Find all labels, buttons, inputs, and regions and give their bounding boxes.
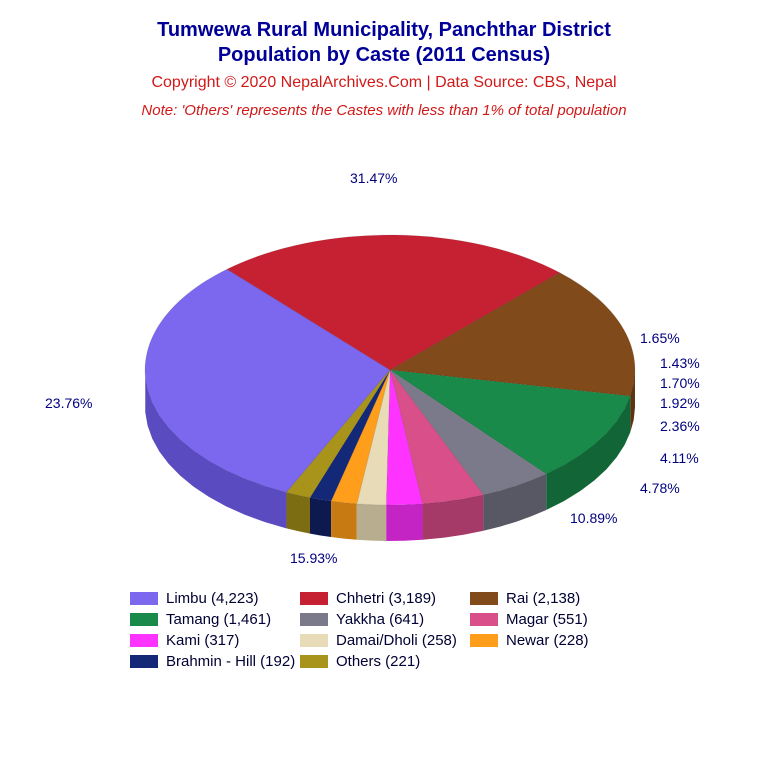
pct-label-limbu: 31.47% — [350, 170, 397, 186]
pct-label-chhetri: 23.76% — [45, 395, 92, 411]
pct-label-others: 1.65% — [640, 330, 680, 346]
legend-item-newar: Newar (228) — [470, 632, 640, 649]
pct-label-newar: 1.70% — [660, 375, 700, 391]
legend-label: Rai (2,138) — [506, 590, 580, 607]
pct-label-rai: 15.93% — [290, 550, 337, 566]
legend-item-damai-dholi: Damai/Dholi (258) — [300, 632, 470, 649]
legend-label: Magar (551) — [506, 611, 588, 628]
legend-swatch — [470, 592, 498, 605]
title-line-1: Tumwewa Rural Municipality, Panchthar Di… — [0, 18, 768, 43]
legend-swatch — [300, 613, 328, 626]
legend-swatch — [130, 634, 158, 647]
legend-swatch — [130, 592, 158, 605]
legend-item-tamang: Tamang (1,461) — [130, 611, 300, 628]
legend-item-yakkha: Yakkha (641) — [300, 611, 470, 628]
copyright-text: Copyright © 2020 NepalArchives.Com | Dat… — [0, 74, 768, 92]
legend-label: Brahmin - Hill (192) — [166, 653, 295, 670]
legend-swatch — [300, 634, 328, 647]
pct-label-yakkha: 4.78% — [640, 480, 680, 496]
pie-side-others — [286, 492, 310, 533]
legend-label: Chhetri (3,189) — [336, 590, 436, 607]
pct-label-tamang: 10.89% — [570, 510, 617, 526]
legend-label: Kami (317) — [166, 632, 239, 649]
pct-label-brahmin-hill: 1.43% — [660, 355, 700, 371]
legend-swatch — [470, 634, 498, 647]
note-text: Note: 'Others' represents the Castes wit… — [0, 102, 768, 119]
legend-label: Tamang (1,461) — [166, 611, 271, 628]
legend-item-magar: Magar (551) — [470, 611, 640, 628]
legend-swatch — [470, 613, 498, 626]
legend-item-others: Others (221) — [300, 653, 470, 670]
legend-swatch — [300, 592, 328, 605]
legend-label: Damai/Dholi (258) — [336, 632, 457, 649]
legend-swatch — [300, 655, 328, 668]
legend-item-rai: Rai (2,138) — [470, 590, 640, 607]
pct-label-kami: 2.36% — [660, 418, 700, 434]
title-block: Tumwewa Rural Municipality, Panchthar Di… — [0, 0, 768, 119]
legend-item-brahmin-hill: Brahmin - Hill (192) — [130, 653, 300, 670]
legend-label: Limbu (4,223) — [166, 590, 259, 607]
legend-item-chhetri: Chhetri (3,189) — [300, 590, 470, 607]
legend-label: Newar (228) — [506, 632, 589, 649]
pie-side-damai-dholi — [357, 504, 386, 541]
pie-side-kami — [386, 504, 422, 541]
legend-item-kami: Kami (317) — [130, 632, 300, 649]
pie-chart: 31.47%23.76%15.93%10.89%4.78%4.11%2.36%1… — [50, 180, 718, 560]
legend-swatch — [130, 655, 158, 668]
pie-side-brahmin-hill — [310, 498, 331, 537]
pct-label-magar: 4.11% — [660, 450, 699, 466]
legend: Limbu (4,223) Chhetri (3,189) Rai (2,138) T… — [130, 590, 668, 674]
pie-svg — [50, 180, 718, 580]
title-line-2: Population by Caste (2011 Census) — [0, 43, 768, 68]
legend-label: Others (221) — [336, 653, 420, 670]
legend-swatch — [130, 613, 158, 626]
pie-side-newar — [331, 501, 357, 540]
legend-item-limbu: Limbu (4,223) — [130, 590, 300, 607]
legend-label: Yakkha (641) — [336, 611, 424, 628]
pct-label-damai-dholi: 1.92% — [660, 395, 700, 411]
